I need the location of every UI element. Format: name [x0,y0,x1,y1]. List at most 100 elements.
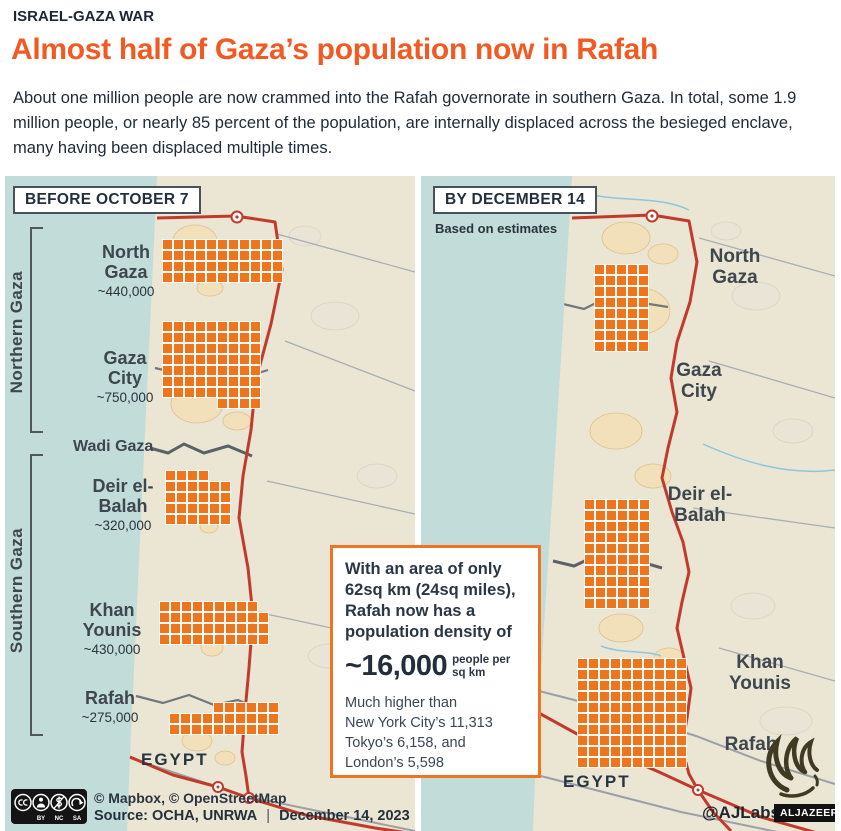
population-unit-square [218,240,227,249]
roads [692,237,835,682]
population-unit-square [236,725,245,734]
population-unit-square [273,240,282,249]
population-unit-square [240,344,249,353]
population-unit-square [622,703,631,712]
population-unit-square [639,320,648,329]
population-unit-square [640,577,649,586]
population-unit-square [262,262,271,271]
population-unit-square [655,659,664,668]
population-unit-square [607,566,616,575]
population-unit-square [177,504,186,513]
population-unit-square [600,725,609,734]
population-unit-square [640,555,649,564]
population-unit-square [259,624,268,633]
population-unit-square [589,736,598,745]
region-name: North Gaza [709,246,761,289]
population-unit-square [607,577,616,586]
population-unit-square [248,602,257,611]
population-unit-square [644,747,653,756]
population-unit-square [600,670,609,679]
population-unit-square [181,714,190,723]
population-unit-square [218,388,227,397]
population-unit-square [207,366,216,375]
population-unit-square [633,736,642,745]
population-unit-square [269,725,278,734]
population-unit-square [611,692,620,701]
population-unit-square [589,681,598,690]
population-unit-square [185,355,194,364]
population-unit-square [595,265,604,274]
population-unit-square [204,602,213,611]
population-unit-square [618,511,627,520]
population-unit-square [269,703,278,712]
population-unit-square [595,320,604,329]
population-unit-square [622,659,631,668]
population-unit-square [199,493,208,502]
license-label-by: BY [37,816,45,822]
population-unit-square [218,366,227,375]
creative-commons-license-icon: BY NC SA [11,789,87,824]
population-unit-square [251,344,260,353]
population-unit-square [207,322,216,331]
population-unit-square [177,482,186,491]
population-unit-square [240,262,249,271]
population-unit-square [607,588,616,597]
population-unit-square [182,613,191,622]
region-population: ~750,000 [96,390,154,406]
population-unit-square [221,482,230,491]
population-unit-square [666,692,675,701]
population-unit-square [229,322,238,331]
infobox-text: With an area of only [345,560,502,578]
population-unit-square [207,377,216,386]
population-unit-square [218,273,227,282]
population-unit-square [240,273,249,282]
population-unit-square [585,544,594,553]
region-label-rafah: Rafah ~275,000 [73,688,147,725]
population-unit-square [240,399,249,408]
population-unit-square [640,500,649,509]
population-unit-square [204,635,213,644]
population-unit-square [595,298,604,307]
population-unit-square [251,273,260,282]
population-unit-square [163,377,172,386]
population-unit-square [207,262,216,271]
population-unit-square [247,703,256,712]
population-unit-square [611,758,620,767]
population-unit-square [639,342,648,351]
region-name: Khan Younis [82,600,142,641]
density-value: ~16,000 [345,650,448,682]
population-unit-square [171,635,180,644]
population-unit-square [185,366,194,375]
population-unit-square [666,681,675,690]
population-unit-square [655,703,664,712]
population-unit-square [185,388,194,397]
region-label-north-gaza: North Gaza [698,246,772,289]
region-label-deir-el-balah: Deir el-Balah ~320,000 [77,476,169,533]
population-unit-square [240,377,249,386]
region-label-khan-younis: Khan Younis [721,652,799,695]
population-unit-square [229,399,238,408]
population-unit-square [193,624,202,633]
region-population: ~275,000 [81,710,139,726]
population-unit-square [578,703,587,712]
population-unit-square [655,736,664,745]
population-unit-square [633,703,642,712]
population-unit-square [237,624,246,633]
panel-label-before: BEFORE OCTOBER 7 [13,186,201,214]
population-unit-square [589,692,598,701]
population-unit-square [218,262,227,271]
population-unit-square [628,276,637,285]
region-label-rafah: Rafah [719,734,783,755]
population-unit-square [215,635,224,644]
population-unit-square [185,251,194,260]
population-unit-square [229,251,238,260]
population-unit-square [677,681,686,690]
egypt-road [532,773,778,831]
population-unit-square [633,670,642,679]
population-unit-square [171,624,180,633]
population-unit-square [182,635,191,644]
population-unit-square [207,344,216,353]
population-unit-square [247,725,256,734]
population-unit-square [240,322,249,331]
population-unit-square [578,659,587,668]
